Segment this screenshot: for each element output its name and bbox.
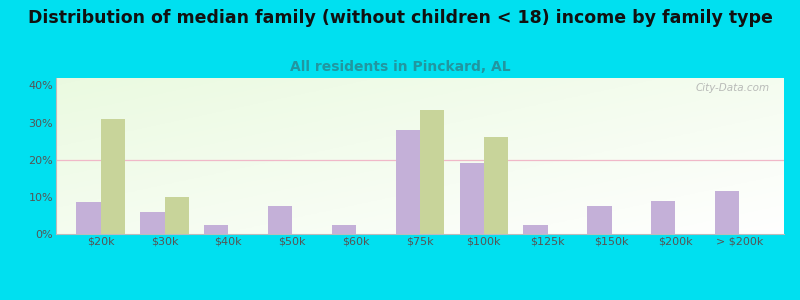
Text: All residents in Pinckard, AL: All residents in Pinckard, AL: [290, 60, 510, 74]
Legend: Married couple, Female, no husband: Married couple, Female, no husband: [274, 299, 566, 300]
Bar: [165, 197, 189, 234]
Bar: [484, 137, 508, 234]
Bar: [396, 130, 420, 234]
Bar: [715, 191, 739, 234]
Bar: [459, 164, 484, 234]
Bar: [587, 206, 611, 234]
Bar: [101, 119, 125, 234]
Bar: [204, 225, 229, 234]
Bar: [523, 225, 548, 234]
Bar: [140, 212, 165, 234]
Text: City-Data.com: City-Data.com: [695, 83, 770, 93]
Bar: [77, 202, 101, 234]
Text: Distribution of median family (without children < 18) income by family type: Distribution of median family (without c…: [27, 9, 773, 27]
Bar: [332, 225, 356, 234]
Bar: [268, 206, 292, 234]
Bar: [420, 110, 444, 234]
Bar: [651, 201, 675, 234]
